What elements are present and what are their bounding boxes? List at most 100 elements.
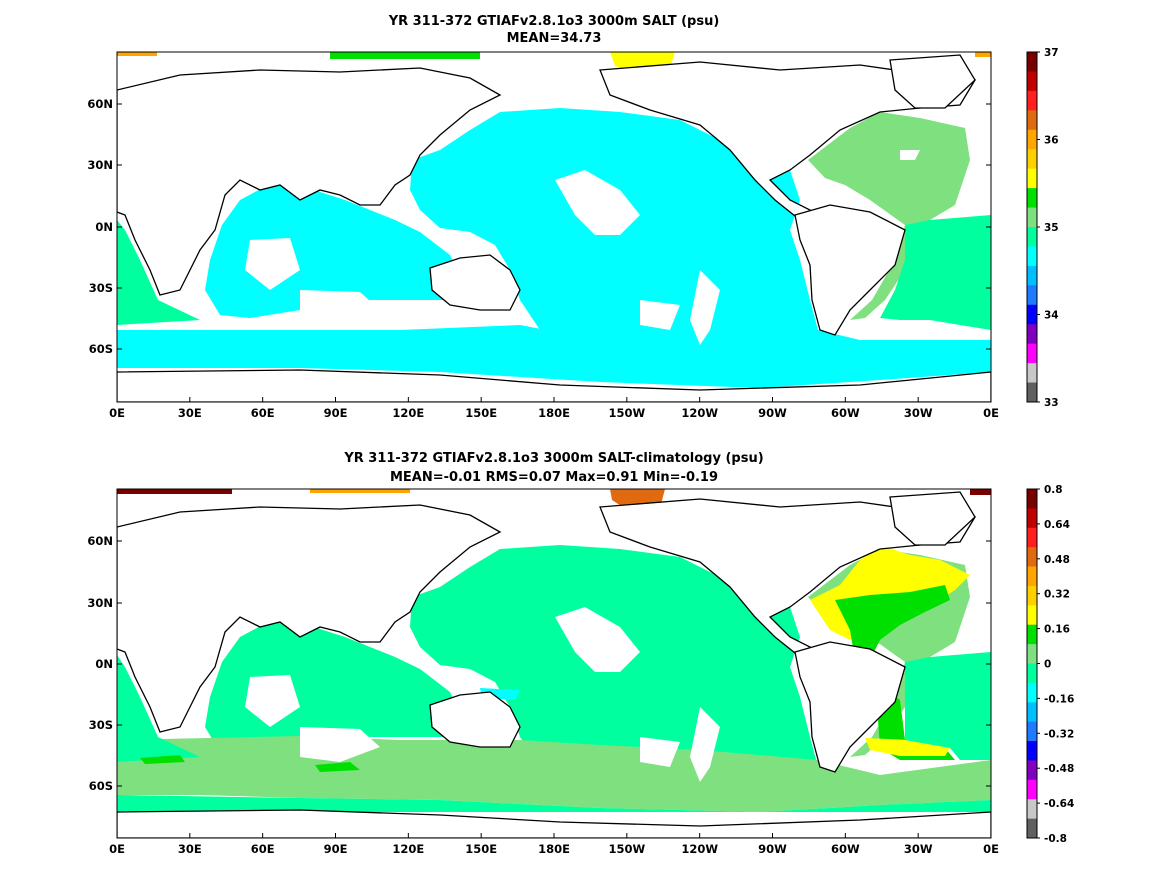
greenland (889, 54, 976, 109)
green-spot-1 (315, 762, 360, 772)
lat-tick-label: 60S (89, 779, 113, 793)
colorbar-swatch (1027, 799, 1037, 820)
colorbar-swatch (1027, 382, 1037, 403)
colorbar-swatch (1027, 702, 1037, 723)
colorbar-tick-label: -0.64 (1044, 798, 1074, 810)
panel-1-map (117, 52, 991, 402)
colorbar-tick-label: 34 (1044, 310, 1059, 322)
lon-tick-label: 0E (983, 406, 999, 420)
colorbar-swatch (1027, 304, 1037, 325)
lon-tick-label: 120W (681, 842, 718, 856)
colorbar-tick-label: 37 (1044, 47, 1059, 59)
colorbar-tick-label: 0.16 (1044, 624, 1070, 636)
panel-1-title: YR 311-372 GTIAFv2.8.1o3 3000m SALT (psu… (388, 14, 720, 29)
colorbar-swatch (1027, 110, 1037, 131)
lon-tick-label: 180E (538, 842, 570, 856)
south-america (794, 641, 906, 773)
south-atlantic-field (880, 215, 991, 330)
colorbar-tick-label: 0.64 (1044, 519, 1070, 531)
lon-tick-label: 30W (904, 406, 933, 420)
colorbar-tick-label: -0.16 (1044, 693, 1074, 705)
panel-1-subtitle: MEAN=34.73 (507, 31, 602, 46)
arctic-orange-strip (310, 489, 410, 493)
south-america (794, 204, 906, 336)
colorbar-swatch (1027, 324, 1037, 345)
panel-1-masked-areas (245, 150, 920, 345)
colorbar-swatch (1027, 265, 1037, 286)
australia (429, 691, 521, 748)
colorbar-swatch (1027, 741, 1037, 761)
colorbar-tick-label: 0.48 (1044, 554, 1070, 566)
lon-tick-label: 120W (681, 406, 718, 420)
lat-tick-label: 0N (95, 657, 113, 671)
lat-tick-label: 60S (89, 342, 113, 356)
lon-tick-label: 60E (251, 406, 275, 420)
panel-2-lon-axis: 0E 30E 60E 90E 120E 150E 180E 150W 120W 90W 60W 30W… (109, 833, 999, 856)
colorbar-swatch (1027, 663, 1037, 684)
colorbar-swatch (1027, 168, 1037, 189)
colorbar-swatch (1027, 508, 1037, 529)
west-indian-field (117, 655, 200, 762)
colorbar-tick-label: -0.8 (1044, 833, 1067, 845)
lon-tick-label: 120E (392, 406, 424, 420)
colorbar-swatch (1027, 644, 1037, 664)
colorbar-swatch (1027, 682, 1037, 703)
atlantic-field (808, 112, 970, 320)
colorbar-swatch (1027, 566, 1037, 587)
eurasia-africa (117, 67, 502, 296)
colorbar-tick-label: 35 (1044, 222, 1059, 234)
colorbar-swatch (1027, 363, 1037, 384)
lon-tick-label: 60W (831, 406, 860, 420)
colorbar-tick-label: 0 (1044, 659, 1051, 671)
panel-2: YR 311-372 GTIAFv2.8.1o3 3000m SALT-clim… (87, 451, 1074, 856)
arctic-green-strip (330, 52, 480, 59)
colorbar-swatch (1027, 207, 1037, 228)
lat-tick-label: 60N (87, 534, 113, 548)
panel-2-map (117, 489, 991, 838)
colorbar-swatch (1027, 149, 1037, 170)
lon-tick-label: 0E (109, 406, 125, 420)
colorbar-swatch (1027, 779, 1037, 800)
lon-tick-label: 150E (465, 406, 497, 420)
green-spot-2 (140, 755, 185, 764)
lon-tick-label: 60W (831, 842, 860, 856)
southern-deep-field (117, 795, 991, 812)
lon-tick-label: 90E (324, 406, 348, 420)
colorbar-swatch (1027, 246, 1037, 267)
colorbar-swatch (1027, 818, 1037, 839)
southern-band-field (117, 325, 991, 388)
west-indian-field (117, 220, 200, 325)
lat-tick-label: 30S (89, 718, 113, 732)
south-atlantic-yellow (865, 738, 950, 756)
colorbar-swatch (1027, 605, 1037, 626)
colorbar-tick-label: 36 (1044, 135, 1059, 147)
panel-2-masked-areas (245, 607, 720, 782)
colorbar-tick-label: -0.32 (1044, 728, 1074, 740)
panel-2-title: YR 311-372 GTIAFv2.8.1o3 3000m SALT-clim… (343, 451, 763, 466)
arctic-orange-strip-1 (117, 52, 157, 56)
panel-2-colorbar: 0.8 0.64 0.48 0.32 0.16 0 -0.16 -0.32 -0.48 -0.64… (1026, 484, 1074, 845)
lon-tick-label: 30E (178, 406, 202, 420)
lon-tick-label: 0E (109, 842, 125, 856)
arctic-orange-strip-2 (975, 52, 991, 57)
lon-tick-label: 150E (465, 842, 497, 856)
lat-tick-label: 30S (89, 281, 113, 295)
panel-1-colorbar: 37 36 35 34 33 (1026, 47, 1059, 409)
lon-tick-label: 90E (324, 842, 348, 856)
colorbar-swatch (1027, 227, 1037, 247)
colorbar-tick-label: 0.32 (1044, 589, 1070, 601)
lon-tick-label: 0E (983, 842, 999, 856)
lon-tick-label: 60E (251, 842, 275, 856)
colorbar-swatch (1027, 71, 1037, 92)
lon-tick-label: 180E (538, 406, 570, 420)
arctic-dark-red-strip-1 (117, 489, 232, 494)
lon-tick-label: 150W (608, 842, 645, 856)
colorbar-swatch (1027, 489, 1037, 509)
antarctica (117, 369, 991, 402)
panel-2-ocean-field (117, 489, 991, 812)
lat-tick-label: 0N (95, 220, 113, 234)
colorbar-swatch (1027, 285, 1037, 306)
lon-tick-label: 120E (392, 842, 424, 856)
south-atlantic-field (905, 652, 991, 760)
colorbar-swatch (1027, 52, 1037, 72)
